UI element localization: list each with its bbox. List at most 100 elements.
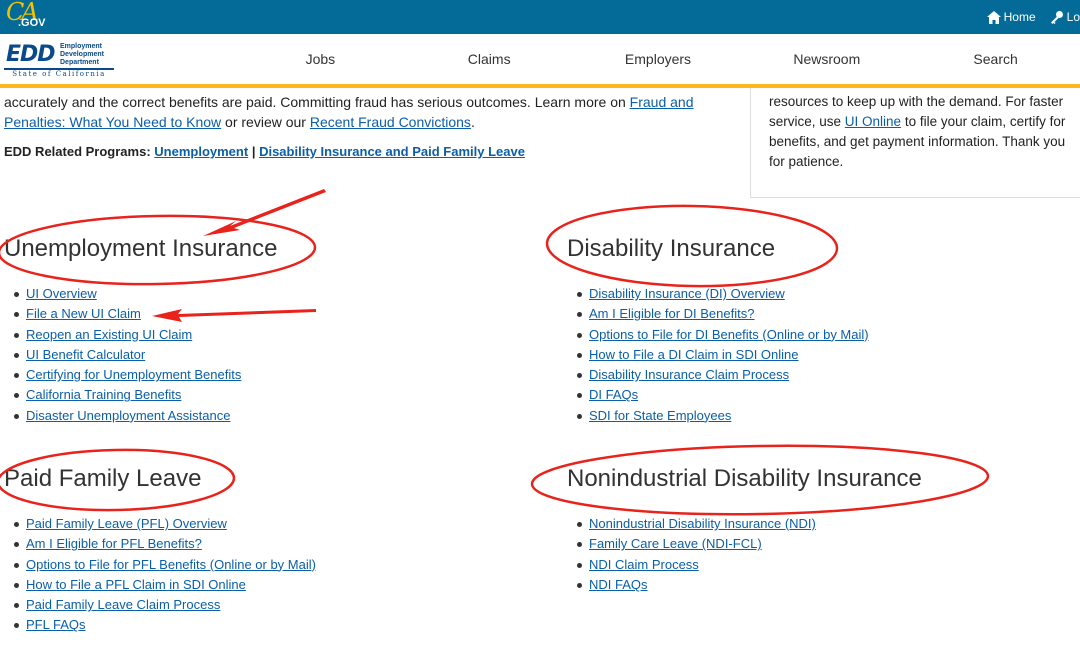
nav-claims[interactable]: Claims [467,51,511,67]
home-link-label: Home [1003,10,1036,24]
list-item: File a New UI Claim [13,304,277,324]
fraud-intro: accurately and the correct benefits are … [4,92,734,132]
related-di-pfl-link[interactable]: Disability Insurance and Paid Family Lea… [259,144,525,159]
pfl-claim-process-link[interactable]: Paid Family Leave Claim Process [26,597,221,613]
ca-logo-suffix: .GOV [18,17,46,29]
disaster-assistance-link[interactable]: Disaster Unemployment Assistance [26,407,231,423]
home-icon [986,10,1001,24]
di-options-link[interactable]: Options to File for DI Benefits (Online … [589,326,869,342]
file-new-ui-claim-link[interactable]: File a New UI Claim [26,306,141,322]
main-content: accurately and the correct benefits are … [0,88,1080,658]
edd-logo-text: EDD [6,42,56,67]
reopen-ui-claim-link[interactable]: Reopen an Existing UI Claim [26,326,193,342]
section-paid-family-leave: Paid Family Leave Paid Family Leave (PFL… [4,464,316,636]
pfl-eligible-link[interactable]: Am I Eligible for PFL Benefits? [26,536,202,552]
fraud-penalties-link[interactable]: Fraud and Penalties: What You Need to Kn… [4,94,694,130]
pfl-overview-link[interactable]: Paid Family Leave (PFL) Overview [26,516,227,531]
nav-employers[interactable]: Employers [624,51,692,67]
pfl-faqs-link[interactable]: PFL FAQs [26,617,86,633]
list-item: UI Benefit Calculator [13,345,277,365]
list-item: Nonindustrial Disability Insurance (NDI) [577,514,922,534]
main-nav: Jobs Claims Employers Newsroom Search [236,34,1080,84]
site-header: EDD Employment Development Department St… [0,34,1080,88]
related-programs: EDD Related Programs: Unemployment | Dis… [4,144,525,159]
ui-benefit-calculator-link[interactable]: UI Benefit Calculator [26,346,146,362]
list-item: SDI for State Employees [577,406,869,426]
notice-box: resources to keep up with the demand. Fo… [750,88,1080,198]
list-item: How to File a DI Claim in SDI Online [577,345,869,365]
list-item: California Training Benefits [13,385,277,405]
section-title: Disability Insurance [567,235,776,262]
key-icon [1050,11,1063,24]
notice-text-after: to file your claim, certify for benefits… [769,114,1066,169]
intro-text-before: accurately and the correct benefits are … [4,94,630,110]
california-training-link[interactable]: California Training Benefits [26,387,182,403]
section-title: Paid Family Leave [4,465,202,492]
list-item: Reopen an Existing UI Claim [13,325,277,345]
di-eligible-link[interactable]: Am I Eligible for DI Benefits? [589,306,755,322]
pfl-options-link[interactable]: Options to File for PFL Benefits (Online… [26,556,316,572]
list-item: Am I Eligible for DI Benefits? [577,304,869,324]
list-item: PFL FAQs [14,615,316,635]
notice-text: resources to keep up with the demand. Fo… [769,88,1066,172]
sdi-state-employees-link[interactable]: SDI for State Employees [589,407,732,423]
edd-state-line: State of California [4,68,114,78]
ca-logo-letters: CA [6,0,39,26]
list-item: How to File a PFL Claim in SDI Online [14,575,316,595]
edd-dept-line2: Development [60,51,104,58]
edd-logo[interactable]: EDD Employment Development Department St… [4,40,116,80]
di-claim-process-link[interactable]: Disability Insurance Claim Process [589,367,790,383]
ca-gov-logo[interactable]: CA .GOV [6,0,52,32]
list-item: Paid Family Leave Claim Process [14,595,316,615]
list-item: Paid Family Leave (PFL) Overview [14,514,316,534]
login-link[interactable]: Lo [1050,10,1080,24]
list-item: Disability Insurance (DI) Overview [577,284,869,304]
nav-search[interactable]: Search [973,51,1018,67]
section-disability-insurance: Disability Insurance Disability Insuranc… [567,234,869,426]
ca-gov-bar: CA .GOV Home Lo [0,0,1080,34]
list-item: NDI FAQs [577,575,922,595]
di-overview-link[interactable]: Disability Insurance (DI) Overview [589,286,785,301]
intro-text-end: . [470,114,475,130]
di-faqs-link[interactable]: DI FAQs [589,387,639,403]
list-item: Am I Eligible for PFL Benefits? [14,534,316,554]
link-list: Disability Insurance (DI) Overview Am I … [567,284,869,426]
intro-text-mid: or review our [221,114,310,130]
list-item: Options to File for DI Benefits (Online … [577,325,869,345]
ui-overview-link[interactable]: UI Overview [26,286,97,301]
ndi-overview-link[interactable]: Nonindustrial Disability Insurance (NDI) [589,516,816,531]
fraud-convictions-link[interactable]: Recent Fraud Convictions [309,114,471,130]
login-link-label: Lo [1066,10,1080,24]
list-item: Disability Insurance Claim Process [577,365,869,385]
edd-dept-line1: Employment [60,43,103,50]
list-item: UI Overview [13,284,277,304]
section-unemployment-insurance: Unemployment Insurance UI Overview File … [4,234,277,426]
list-item: Certifying for Unemployment Benefits [13,365,277,385]
nav-newsroom[interactable]: Newsroom [793,51,861,67]
list-item: DI FAQs [577,385,869,405]
section-title: Nonindustrial Disability Insurance [567,465,922,492]
list-item: Disaster Unemployment Assistance [13,406,277,426]
notice-text-before: resources to keep up with the demand. Fo… [769,94,1064,129]
edd-dept-name: Employment Development Department [60,43,104,67]
di-file-sdi-link[interactable]: How to File a DI Claim in SDI Online [589,346,799,362]
link-list: UI Overview File a New UI Claim Reopen a… [4,284,277,426]
certifying-benefits-link[interactable]: Certifying for Unemployment Benefits [26,367,242,383]
related-unemployment-link[interactable]: Unemployment [154,144,249,159]
family-care-leave-link[interactable]: Family Care Leave (NDI-FCL) [589,536,762,552]
list-item: Family Care Leave (NDI-FCL) [577,534,922,554]
utility-links: Home Lo [986,0,1080,34]
ndi-claim-process-link[interactable]: NDI Claim Process [589,556,699,572]
ndi-faqs-link[interactable]: NDI FAQs [589,576,648,592]
list-item: NDI Claim Process [577,555,922,575]
related-separator: | [251,144,256,159]
ui-online-link[interactable]: UI Online [844,114,902,129]
nav-jobs[interactable]: Jobs [305,51,336,67]
link-list: Nonindustrial Disability Insurance (NDI)… [567,514,922,595]
pfl-file-sdi-link[interactable]: How to File a PFL Claim in SDI Online [26,576,246,592]
related-label: EDD Related Programs: [4,144,151,159]
section-title: Unemployment Insurance [4,235,278,262]
home-link[interactable]: Home [986,10,1036,24]
link-list: Paid Family Leave (PFL) Overview Am I El… [4,514,316,636]
section-nonindustrial-disability: Nonindustrial Disability Insurance Nonin… [567,464,922,595]
